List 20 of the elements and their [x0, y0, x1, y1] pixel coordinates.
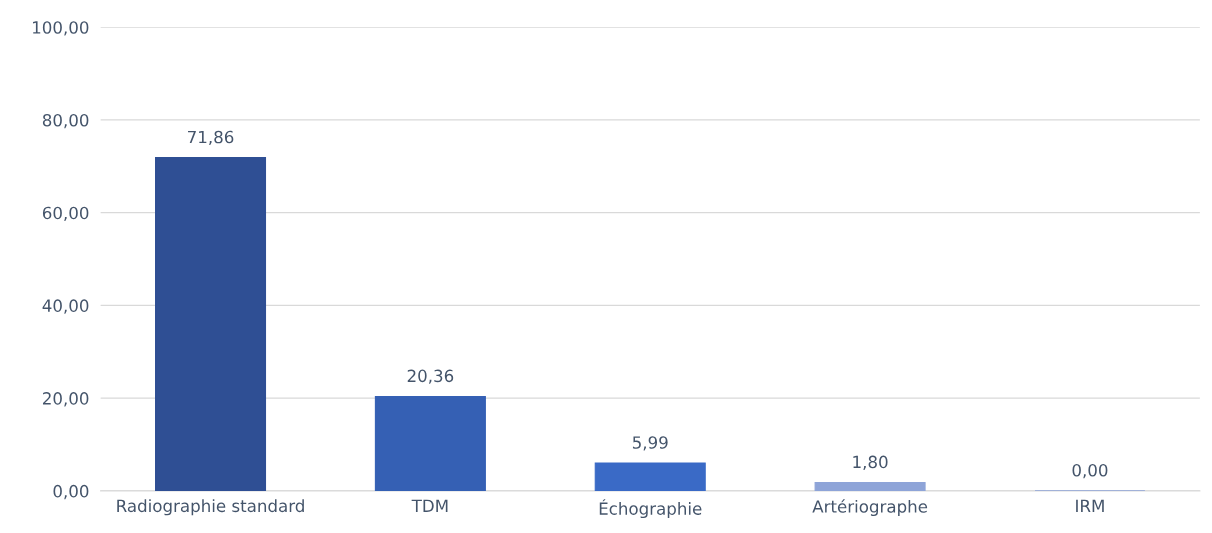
y-tick-label: 20,00	[42, 392, 89, 407]
y-tick-label: 40,00	[42, 299, 89, 314]
data-label: 0,00	[1072, 463, 1108, 479]
x-tick-label: IRM	[1076, 499, 1104, 512]
bar	[594, 462, 706, 491]
data-label: 1,80	[853, 455, 888, 470]
bar	[155, 157, 267, 491]
x-tick-label: TDM	[411, 499, 448, 512]
y-tick-label: 60,00	[42, 206, 89, 221]
x-tick-label: Échographie	[599, 499, 702, 519]
y-tick-label: 80,00	[42, 113, 89, 129]
x-tick-label: Artériographe	[812, 499, 928, 517]
x-tick-label: Radiographie standard	[117, 499, 304, 516]
data-label: 71,86	[188, 130, 234, 146]
y-tick-label: 100,00	[33, 21, 89, 36]
bar	[814, 481, 926, 491]
data-label: 20,36	[407, 369, 454, 384]
y-tick-label: 0,00	[53, 484, 89, 500]
data-label: 5,99	[632, 436, 668, 451]
bar	[374, 395, 486, 491]
